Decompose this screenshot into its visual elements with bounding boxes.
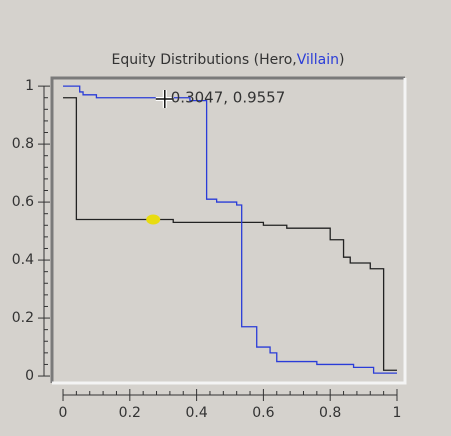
cursor-cross [155, 89, 174, 108]
x-tick-label: 0.6 [252, 405, 274, 421]
y-tick-label: 0 [25, 368, 34, 384]
marker [146, 214, 161, 225]
plot-area [52, 78, 405, 383]
x-tick-label: 0.8 [319, 405, 341, 421]
frame-dark [50, 76, 405, 383]
y-tick-label: 0.8 [12, 136, 34, 152]
x-tick-label: 0.4 [185, 405, 207, 421]
x-tick-label: 0 [59, 405, 68, 421]
step-line [63, 97, 397, 371]
x-tick-label: 0.2 [119, 405, 141, 421]
y-tick-label: 0.4 [12, 252, 34, 268]
chart-title: Equity Distributions (Hero,Villain) [112, 52, 345, 68]
y-tick-label: 0.2 [12, 310, 34, 326]
x-tick-label: 1 [393, 405, 402, 421]
frame-light [52, 78, 407, 385]
cursor-readout: 0.3047, 0.9557 [171, 88, 286, 106]
y-tick-label: 0.6 [12, 194, 34, 210]
y-tick-label: 1 [25, 78, 34, 94]
title-part: ) [339, 52, 344, 68]
step-line [63, 85, 397, 374]
cursor [155, 89, 174, 108]
title-series-name: Villain [297, 52, 339, 68]
title-part: Equity Distributions (Hero, [112, 52, 297, 68]
